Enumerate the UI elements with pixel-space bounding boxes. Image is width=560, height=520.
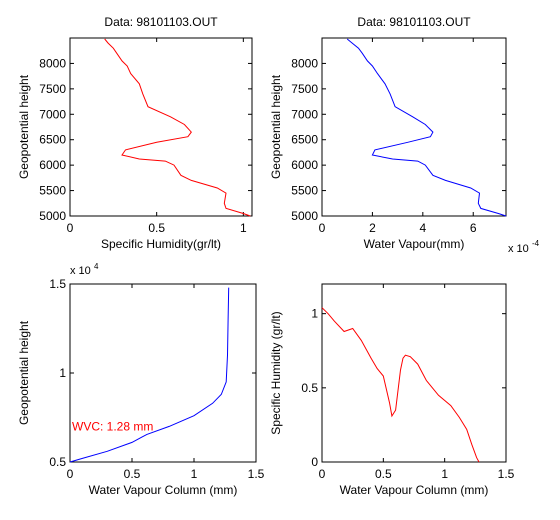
y-tick-label: 5500 xyxy=(291,184,318,198)
x-tick-label: 1 xyxy=(441,467,448,481)
y-tick-label: 1 xyxy=(311,307,318,321)
subplot-2: 0 2 4 6 5000 5500 6000 6500 7000 7500 8000 Data: 98… xyxy=(269,15,540,255)
y-tick-label: 5500 xyxy=(39,184,66,198)
y-tick-label: 6500 xyxy=(39,133,66,147)
axes-box xyxy=(69,37,253,217)
x-tick-label: 6 xyxy=(470,221,477,235)
x-tick-label: 1 xyxy=(240,221,247,235)
y-tick-label: 8000 xyxy=(39,56,66,70)
x-axis-label: Water Vapour(mm) xyxy=(364,237,465,251)
y-axis-label: Geopotential height xyxy=(17,320,31,425)
y-multiplier-exponent: 4 xyxy=(94,262,99,271)
y-tick-label: 5000 xyxy=(39,209,66,223)
y-tick-label: 7500 xyxy=(291,82,318,96)
axes-box xyxy=(69,283,257,463)
x-tick-label: 1.5 xyxy=(248,467,265,481)
y-tick-label: 0 xyxy=(311,455,318,469)
y-tick-label: 5000 xyxy=(291,209,318,223)
y-axis-label: Geopotential height xyxy=(269,74,283,179)
y-tick-label: 0.5 xyxy=(301,381,318,395)
axes-box xyxy=(321,283,507,463)
y-tick-label: 1.5 xyxy=(49,277,66,291)
axes-box xyxy=(321,37,507,217)
x-axis-label: Specific Humidity(gr/lt) xyxy=(101,237,221,251)
y-tick-label: 7500 xyxy=(39,82,66,96)
plot-title: Data: 98101103.OUT xyxy=(357,15,471,29)
y-tick-label: 8000 xyxy=(291,56,318,70)
series-line xyxy=(104,38,251,217)
y-tick-label: 6000 xyxy=(39,158,66,172)
x-tick-label: 0 xyxy=(319,221,326,235)
y-tick-label: 7000 xyxy=(39,107,66,121)
series-line xyxy=(69,287,230,463)
x-tick-label: 0.5 xyxy=(375,467,392,481)
y-axis-label: Specific Humidity (gr/lt) xyxy=(269,311,283,434)
x-tick-label: 0.5 xyxy=(148,221,165,235)
x-tick-label: 0.5 xyxy=(124,467,141,481)
plot-title: Data: 98101103.OUT xyxy=(104,15,218,29)
x-tick-label: 4 xyxy=(419,221,426,235)
y-tick-label: 6000 xyxy=(291,158,318,172)
x-tick-label: 1.5 xyxy=(498,467,515,481)
x-axis-label: Water Vapour Column (mm) xyxy=(89,483,238,497)
y-axis-label: Geopotential height xyxy=(17,74,31,179)
x-tick-label: 0 xyxy=(319,467,326,481)
x-axis-label: Water Vapour Column (mm) xyxy=(340,483,489,497)
x-tick-label: 2 xyxy=(369,221,376,235)
x-multiplier-exponent: -4 xyxy=(532,239,540,248)
x-tick-label: 1 xyxy=(191,467,198,481)
y-multiplier: x 10 xyxy=(70,265,91,277)
y-tick-label: 0.5 xyxy=(49,455,66,469)
subplot-1: 0 0.5 1 5000 5500 6000 6500 7000 7500 8000 Data: 9… xyxy=(17,15,253,251)
y-tick-label: 1 xyxy=(59,366,66,380)
x-tick-label: 0 xyxy=(67,221,74,235)
subplot-4: 0 0.5 1 1.5 0 0.5 1 Water Vapour Column (mm) Spe… xyxy=(269,283,515,497)
series-line xyxy=(321,307,480,463)
series-line xyxy=(346,38,507,217)
y-tick-label: 6500 xyxy=(291,133,318,147)
wvc-annotation: WVC: 1.28 mm xyxy=(72,419,153,433)
y-tick-label: 7000 xyxy=(291,107,318,121)
x-multiplier: x 10 xyxy=(508,243,529,255)
x-tick-label: 0 xyxy=(67,467,74,481)
